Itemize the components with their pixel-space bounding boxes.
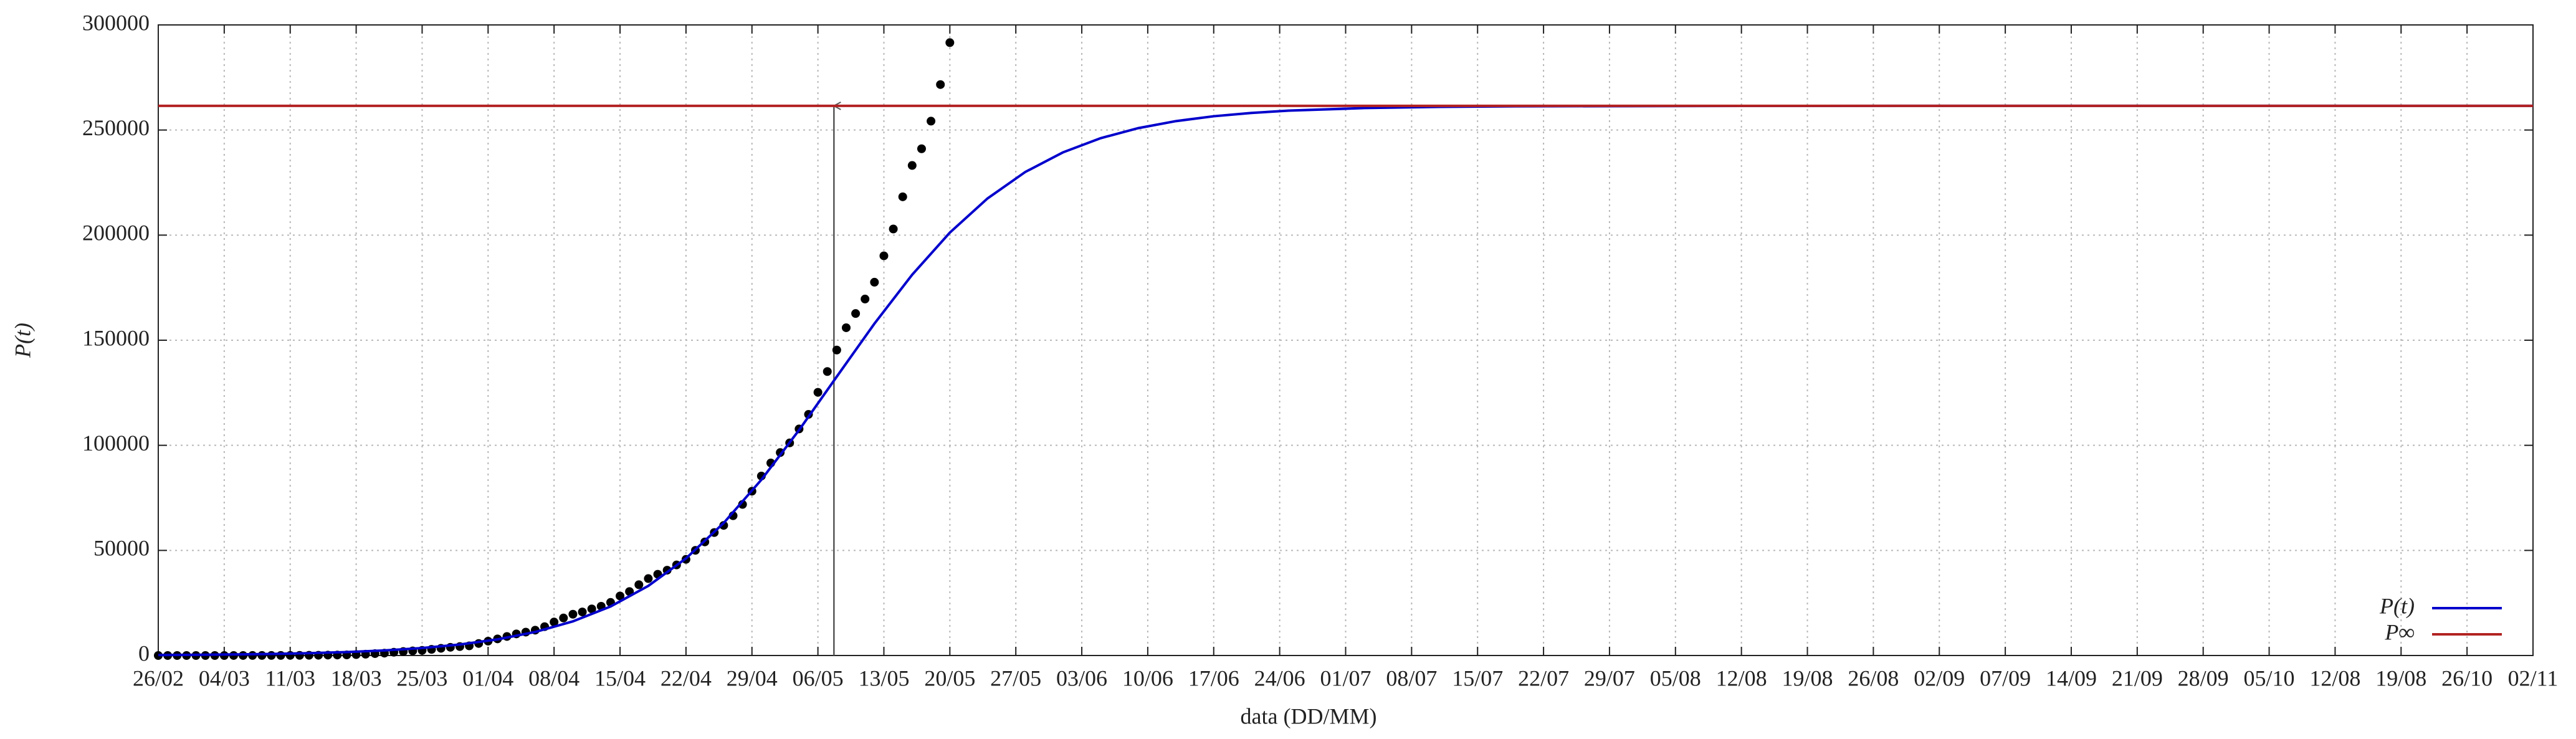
plot-frame (158, 24, 2534, 656)
data-point (945, 38, 955, 47)
x-tick-label: 29/04 (727, 665, 778, 690)
x-tick-label: 15/07 (1452, 665, 1503, 690)
y-tick-label: 250000 (82, 115, 150, 140)
data-point (917, 144, 926, 153)
data-point (927, 117, 936, 126)
data-point (257, 651, 267, 660)
data-point (616, 591, 625, 601)
x-tick-label: 14/09 (2046, 665, 2097, 690)
x-tick-label: 06/05 (793, 665, 844, 690)
legend-label: P(t) (2379, 593, 2415, 618)
data-point (578, 608, 587, 617)
x-tick-label: 02/09 (1914, 665, 1965, 690)
data-point (832, 345, 841, 355)
x-tick-label: 08/07 (1386, 665, 1437, 690)
data-point (851, 309, 861, 318)
x-tick-label: 03/06 (1056, 665, 1107, 690)
x-tick-label: 27/05 (990, 665, 1041, 690)
x-tick-label: 24/06 (1254, 665, 1305, 690)
y-tick-label: 300000 (82, 10, 150, 35)
x-tick-label: 21/09 (2112, 665, 2163, 690)
x-tick-label: 04/03 (199, 665, 250, 690)
data-point (907, 161, 917, 170)
x-tick-label: 10/06 (1122, 665, 1173, 690)
data-point (634, 580, 644, 589)
x-tick-label: 26/08 (1848, 665, 1899, 690)
data-point (568, 609, 578, 619)
data-point (559, 613, 568, 622)
data-point (841, 323, 851, 332)
data-point (936, 80, 945, 89)
x-tick-label: 05/10 (2244, 665, 2295, 690)
x-tick-label: 26/10 (2441, 665, 2493, 690)
x-tick-label: 15/04 (594, 665, 646, 690)
data-point (644, 574, 653, 583)
x-axis-label: data (DD/MM) (1241, 703, 1377, 728)
x-tick-label: 08/04 (528, 665, 580, 690)
y-tick-label: 50000 (93, 536, 150, 561)
data-point (587, 604, 596, 614)
data-point (719, 521, 728, 530)
model-curve (158, 104, 2533, 657)
data-point (813, 388, 823, 397)
y-axis-label: P(t) (10, 323, 35, 358)
y-tick-label: 0 (138, 641, 150, 665)
data-point (861, 294, 870, 303)
data-point (898, 192, 907, 201)
x-tick-label: 18/03 (331, 665, 382, 690)
x-tick-label: 20/05 (924, 665, 975, 690)
data-point (276, 651, 285, 660)
x-tick-label: 12/08 (1716, 665, 1767, 690)
x-tick-label: 07/09 (1980, 665, 2031, 690)
data-point (870, 277, 879, 287)
x-tick-label: 01/04 (462, 665, 513, 690)
data-point (889, 224, 898, 234)
y-tick-label: 150000 (82, 325, 150, 350)
x-tick-label: 02/11 (2508, 665, 2559, 690)
x-tick-label: 05/08 (1650, 665, 1701, 690)
data-point (879, 251, 889, 260)
x-tick-label: 22/04 (661, 665, 712, 690)
x-tick-label: 29/07 (1584, 665, 1635, 690)
x-tick-label: 26/02 (133, 665, 184, 690)
x-tick-label: 22/07 (1518, 665, 1569, 690)
x-tick-label: 17/06 (1188, 665, 1239, 690)
data-point (154, 651, 163, 660)
x-tick-label: 01/07 (1320, 665, 1371, 690)
data-point (823, 367, 832, 376)
data-point (267, 651, 276, 660)
x-tick-label: 28/09 (2178, 665, 2229, 690)
x-tick-label: 19/08 (2375, 665, 2426, 690)
x-tick-label: 13/05 (858, 665, 909, 690)
x-tick-label: 12/08 (2309, 665, 2360, 690)
legend-label: P∞ (2384, 619, 2415, 644)
x-tick-label: 19/08 (1782, 665, 1833, 690)
data-point (550, 617, 559, 627)
y-tick-label: 100000 (82, 431, 150, 455)
y-tick-label: 200000 (82, 221, 150, 246)
x-tick-label: 11/03 (265, 665, 315, 690)
x-tick-label: 25/03 (396, 665, 447, 690)
